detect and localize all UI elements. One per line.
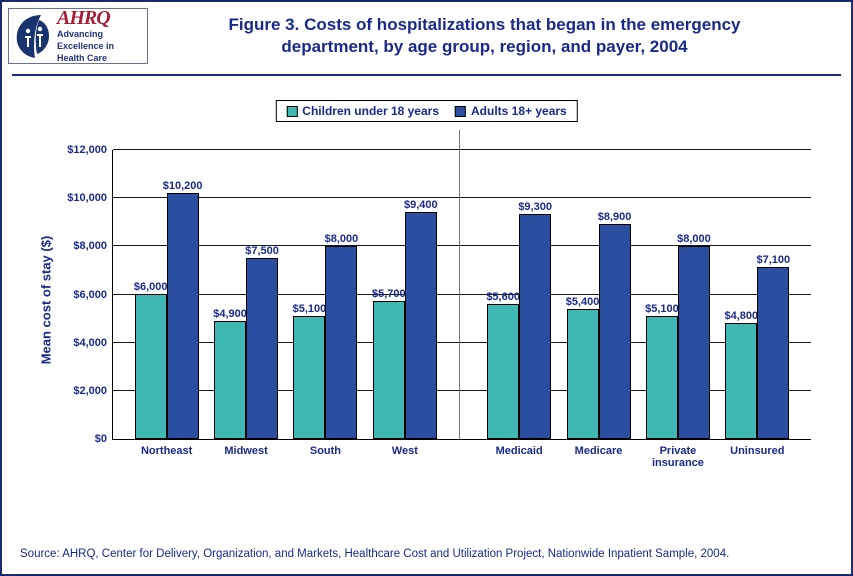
- legend-swatch-adults: [455, 106, 466, 117]
- bar: $9,300: [519, 214, 551, 439]
- plot-area: $0$2,000$4,000$6,000$8,000$10,000$12,000…: [112, 150, 811, 440]
- bar-value-label: $6,000: [134, 281, 168, 293]
- bar: $5,100: [646, 316, 678, 439]
- bar-value-label: $4,900: [213, 308, 247, 320]
- bar-value-label: $9,300: [518, 201, 552, 213]
- ahrq-text-block: AHRQ Advancing Excellence in Health Care: [57, 8, 114, 64]
- bar: $8,000: [678, 246, 710, 439]
- header-divider: [12, 74, 841, 76]
- y-tick-label: $8,000: [73, 240, 107, 252]
- y-tick-label: $4,000: [73, 337, 107, 349]
- bar-value-label: $5,100: [645, 303, 679, 315]
- bar-value-label: $5,400: [566, 296, 600, 308]
- x-tick-label: Northeast: [127, 445, 207, 457]
- y-tick-label: $10,000: [67, 192, 107, 204]
- ahrq-tagline-2: Excellence in: [57, 42, 114, 52]
- grid-line: [113, 149, 811, 150]
- x-tick-label: Midwest: [206, 445, 286, 457]
- bar-value-label: $8,000: [325, 233, 359, 245]
- header: AHRQ Advancing Excellence in Health Care…: [2, 2, 851, 64]
- figure-title-line1: Figure 3. Costs of hospitalizations that…: [148, 14, 821, 36]
- figure-title-line2: department, by age group, region, and pa…: [148, 36, 821, 58]
- y-tick-label: $2,000: [73, 385, 107, 397]
- bar: $7,100: [757, 267, 789, 439]
- bar: $5,700: [373, 301, 405, 439]
- bar-value-label: $9,400: [404, 199, 438, 211]
- bar-value-label: $5,700: [372, 288, 406, 300]
- x-tick-label: West: [365, 445, 445, 457]
- legend-label-adults: Adults 18+ years: [471, 104, 567, 118]
- x-tick-label: Uninsured: [717, 445, 797, 457]
- bar: $8,900: [599, 224, 631, 439]
- chart-area: Children under 18 years Adults 18+ years…: [32, 100, 821, 500]
- bar-value-label: $8,900: [598, 211, 632, 223]
- bar: $4,900: [214, 321, 246, 439]
- ahrq-tagline-1: Advancing: [57, 30, 114, 40]
- bar-value-label: $5,600: [486, 291, 520, 303]
- x-tick-label: Private insurance: [638, 445, 718, 469]
- bar: $5,400: [567, 309, 599, 440]
- figure-title: Figure 3. Costs of hospitalizations that…: [148, 8, 841, 58]
- bar-group: $4,800$7,100: [725, 267, 789, 439]
- ahrq-tagline-3: Health Care: [57, 54, 114, 64]
- bar: $5,100: [293, 316, 325, 439]
- bar-value-label: $8,000: [677, 233, 711, 245]
- figure-frame: AHRQ Advancing Excellence in Health Care…: [0, 0, 853, 576]
- bar: $9,400: [405, 212, 437, 439]
- bar-group: $5,400$8,900: [567, 224, 631, 439]
- legend-swatch-children: [286, 106, 297, 117]
- bar-value-label: $10,200: [163, 180, 203, 192]
- bar-group: $6,000$10,200: [135, 193, 199, 440]
- bar-group: $5,700$9,400: [373, 212, 437, 439]
- bar-value-label: $5,100: [293, 303, 327, 315]
- legend-label-children: Children under 18 years: [302, 104, 439, 118]
- ahrq-wordmark: AHRQ: [57, 8, 114, 28]
- y-tick-label: $6,000: [73, 289, 107, 301]
- ahrq-logo: AHRQ Advancing Excellence in Health Care: [8, 8, 148, 64]
- bar-value-label: $7,500: [245, 245, 279, 257]
- y-tick-label: $12,000: [67, 144, 107, 156]
- bar-group: $5,100$8,000: [293, 246, 357, 439]
- y-axis-label: Mean cost of stay ($): [39, 236, 54, 365]
- bar-group: $5,600$9,300: [487, 214, 551, 439]
- x-tick-label: Medicaid: [479, 445, 559, 457]
- bar-value-label: $7,100: [757, 254, 791, 266]
- legend-item-adults: Adults 18+ years: [455, 104, 567, 118]
- y-tick-label: $0: [95, 433, 107, 445]
- bar-group: $4,900$7,500: [214, 258, 278, 439]
- bar-value-label: $4,800: [725, 310, 759, 322]
- bar: $10,200: [167, 193, 199, 440]
- bar: $5,600: [487, 304, 519, 439]
- source-text: Source: AHRQ, Center for Delivery, Organ…: [20, 548, 729, 560]
- bar-group: $5,100$8,000: [646, 246, 710, 439]
- bar: $7,500: [246, 258, 278, 439]
- x-tick-label: Medicare: [559, 445, 639, 457]
- legend: Children under 18 years Adults 18+ years: [275, 100, 577, 122]
- hhs-logo-icon: [11, 12, 53, 60]
- x-tick-label: South: [285, 445, 365, 457]
- bar: $4,800: [725, 323, 757, 439]
- grid-line: [113, 197, 811, 198]
- bar: $6,000: [135, 294, 167, 439]
- bar: $8,000: [325, 246, 357, 439]
- legend-item-children: Children under 18 years: [286, 104, 439, 118]
- panel-separator: [459, 130, 460, 439]
